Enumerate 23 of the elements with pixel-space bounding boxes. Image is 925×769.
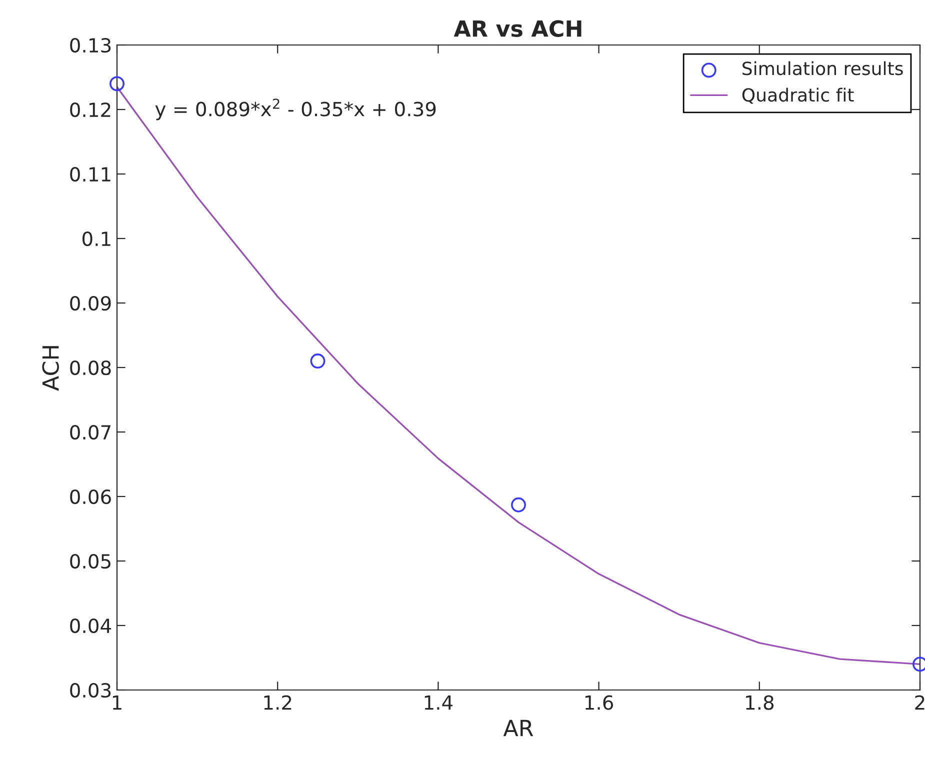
annotation: y = 0.089*x$^{2}$ - 0.35*x + 0.39 [155, 98, 436, 120]
x-axis-title: AR [503, 720, 534, 736]
y-tick-label: 0.07 [70, 424, 110, 440]
x-tick-label: 1.4 [424, 695, 453, 710]
x-tick-label: 2 [915, 695, 924, 710]
x-tick-label: 1 [112, 695, 122, 710]
y-tick-label: 0.13 [70, 38, 111, 53]
y-tick-label: 0.06 [70, 489, 111, 504]
y-axis-title: ACH [42, 346, 59, 391]
legend-label: Simulation results [742, 61, 903, 76]
y-tick-label: 0.12 [70, 102, 110, 118]
y-tick-label: 0.08 [70, 360, 111, 376]
legend-label: Quadratic fit [742, 88, 854, 104]
y-tick-label: 0.11 [70, 166, 110, 182]
y-tick-label: 0.04 [70, 618, 112, 634]
x-tick-label: 1.8 [746, 695, 774, 710]
y-tick-label: 0.05 [70, 554, 110, 569]
y-tick-label: 0.03 [70, 682, 111, 698]
y-tick-label: 0.1 [82, 231, 110, 246]
y-tick-label: 0.09 [70, 296, 111, 311]
x-tick-label: 1.6 [585, 695, 614, 710]
chart-title: AR vs ACH [454, 20, 582, 37]
x-tick-label: 1.2 [264, 695, 292, 710]
